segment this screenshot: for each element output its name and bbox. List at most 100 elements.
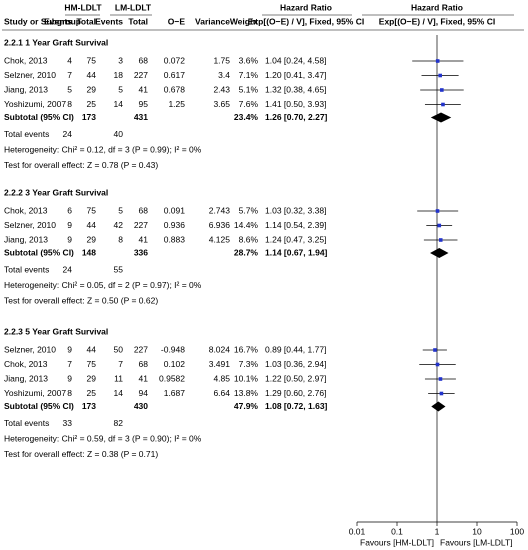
cell: 9 [67,373,72,383]
cell: 33 [63,418,73,428]
study-name: Yoshizumi, 2007 [4,99,66,109]
cell: 44 [87,344,97,354]
cell: 7.3% [239,359,259,369]
cell: 6 [67,205,72,215]
cell: 14.4% [234,220,259,230]
hr-label: 1.03 [0.36, 2.94] [265,359,326,369]
cell: -0.948 [161,344,185,354]
cell: 7.1% [239,70,259,80]
cell: 3 [118,55,123,65]
cell: 25 [87,99,97,109]
cell: 0.102 [164,359,186,369]
cell: 8.024 [209,344,231,354]
cell: 47.9% [234,401,259,411]
cell: 75 [87,55,97,65]
study-name: Jiang, 2013 [4,373,48,383]
hr-marker [439,391,444,396]
group-title: 2.2.2 3 Year Graft Survival [4,187,108,197]
subtotal-name: Subtotal (95% CI) [4,247,74,257]
study-name: Chok, 2013 [4,359,48,369]
cell: 0.883 [164,234,186,244]
column-header: Total [128,16,148,26]
cell: 24 [63,129,73,139]
cell: 55 [114,264,124,274]
hr-label: 0.89 [0.44, 1.77] [265,344,326,354]
x-label-right: Favours [LM-LDLT] [440,537,513,547]
hr-marker [437,223,442,228]
cell: 227 [134,344,148,354]
cell: 41 [139,84,149,94]
cell: 29 [87,234,97,244]
cell: 28.7% [234,247,259,257]
x-tick-label: 100 [510,526,524,536]
column-header: O−E [168,16,186,26]
cell: 430 [134,401,148,411]
cell: 0.936 [164,220,186,230]
cell: 0.072 [164,55,186,65]
hr-label: 1.32 [0.38, 4.65] [265,84,326,94]
cell: 148 [82,247,96,257]
study-name: Chok, 2013 [4,205,48,215]
subtotal-diamond [430,112,452,123]
cell: 50 [114,344,124,354]
cell: 0.9582 [159,373,185,383]
cell: 14 [114,99,124,109]
cell: 5.7% [239,205,259,215]
cell: 8.6% [239,234,259,244]
cell: 41 [139,373,149,383]
column-header: Events [44,16,72,26]
group-header: HM-LDLT [64,2,102,12]
cell: 7 [67,70,72,80]
cell: 3.491 [209,359,231,369]
cell: 13.8% [234,388,259,398]
hr-label: 1.08 [0.72, 1.63] [265,401,328,411]
cell: 8 [118,234,123,244]
group-header: Hazard Ratio [411,2,463,12]
cell: 431 [134,112,148,122]
cell: 44 [87,220,97,230]
cell: 14 [114,388,124,398]
cell: 173 [82,112,96,122]
cell: 1.687 [164,388,186,398]
cell: 8 [67,388,72,398]
cell: 68 [139,359,149,369]
cell: 8 [67,99,72,109]
study-name: Chok, 2013 [4,55,48,65]
cell: 227 [134,70,148,80]
group-header: Hazard Ratio [280,2,332,12]
overall-test: Test for overall effect: Z = 0.50 (P = 0… [4,295,158,305]
heterogeneity: Heterogeneity: Chi² = 0.59, df = 3 (P = … [4,433,202,443]
hr-marker [435,209,440,213]
column-header: Study or Subgroup [4,16,81,26]
group-header: LM-LDLT [115,2,152,12]
cell: 4.125 [209,234,231,244]
cell: 7 [118,359,123,369]
cell: 95 [139,99,149,109]
hr-label: 1.20 [0.41, 3.47] [265,70,326,80]
hr-label: 1.04 [0.24, 4.58] [265,55,326,65]
hr-marker [433,348,437,352]
hr-label: 1.22 [0.50, 2.97] [265,373,326,383]
study-name: Jiang, 2013 [4,234,48,244]
cell: 9 [67,220,72,230]
cell: 7.6% [239,99,259,109]
hr-label: 1.03 [0.32, 3.38] [265,205,326,215]
cell: 29 [87,84,97,94]
total-events: Total events [4,418,49,428]
study-name: Yoshizumi, 2007 [4,388,66,398]
hr-marker [435,59,440,63]
subtotal-name: Subtotal (95% CI) [4,401,74,411]
cell: 5 [118,205,123,215]
hr-label: 1.24 [0.47, 3.25] [265,234,326,244]
cell: 25 [87,388,97,398]
hr-label: 1.14 [0.67, 1.94] [265,247,328,257]
cell: 6.936 [209,220,231,230]
cell: 227 [134,220,148,230]
cell: 3.4 [218,70,230,80]
column-header: Total [76,16,96,26]
subtotal-diamond [430,248,449,258]
cell: 5 [67,84,72,94]
hr-marker [440,88,444,92]
column-header: Variance [195,16,230,26]
